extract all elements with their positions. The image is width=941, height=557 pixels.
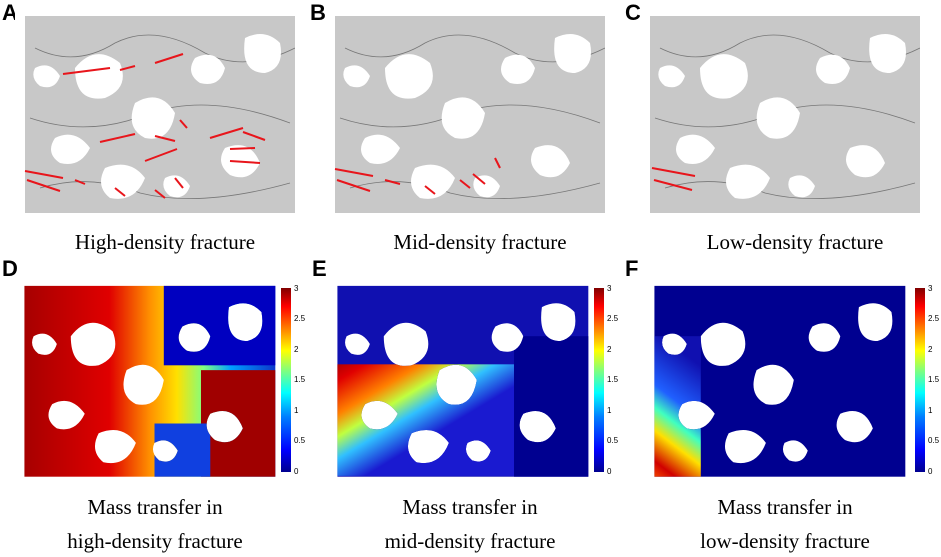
colorbar xyxy=(281,288,291,472)
colorbar-tick: 1.5 xyxy=(607,375,619,384)
colorbar-tick: 3 xyxy=(928,284,933,293)
caption-line1: Mass transfer in xyxy=(717,495,853,519)
panel-letter: F xyxy=(625,256,639,281)
colorbar-tick: 1.5 xyxy=(928,375,940,384)
colorbar-tick: 0.5 xyxy=(294,436,306,445)
caption-line1: Mass transfer in xyxy=(87,495,223,519)
fracture-lines xyxy=(651,167,696,191)
rock-image-mid-density xyxy=(325,8,615,213)
rock-image-low-density xyxy=(640,8,930,213)
colorbar-tick: 3 xyxy=(607,284,612,293)
panel-letter: D xyxy=(2,256,18,281)
panel-letter: C xyxy=(625,0,641,25)
concentration-field-mid-density xyxy=(337,285,589,477)
colorbar-tick: 1 xyxy=(928,406,933,415)
panel-letter: E xyxy=(312,256,327,281)
colorbar-tick: 2.5 xyxy=(294,314,306,323)
colorbar xyxy=(915,288,925,472)
colorbar-tick: 2 xyxy=(928,345,933,354)
caption-line2: high-density fracture xyxy=(67,529,243,553)
caption-line2: low-density fracture xyxy=(700,529,870,553)
concentration-field-low-density xyxy=(654,285,906,477)
rock-image-high-density xyxy=(15,8,305,213)
colorbar-tick: 1 xyxy=(607,406,612,415)
colorbar-tick: 0 xyxy=(928,467,933,476)
panel-letter: A xyxy=(2,0,18,25)
fracture-lines xyxy=(24,53,266,199)
colorbar-tick: 3 xyxy=(294,284,299,293)
caption-line1: Mass transfer in xyxy=(402,495,538,519)
colorbar-tick: 0.5 xyxy=(928,436,940,445)
caption: Mid-density fracture xyxy=(393,230,567,254)
fracture-lines xyxy=(334,157,501,195)
colorbar-tick: 0 xyxy=(294,467,299,476)
panel-letter: B xyxy=(310,0,326,25)
caption: Low-density fracture xyxy=(706,230,884,254)
colorbar-tick: 1.5 xyxy=(294,375,306,384)
colorbar-tick: 2.5 xyxy=(607,314,619,323)
caption: High-density fracture xyxy=(74,230,256,254)
colorbar-tick: 2.5 xyxy=(928,314,940,323)
caption-line2: mid-density fracture xyxy=(384,529,556,553)
colorbar-tick: 0 xyxy=(607,467,612,476)
colorbar-tick: 1 xyxy=(294,406,299,415)
colorbar xyxy=(594,288,604,472)
colorbar-tick: 2 xyxy=(607,345,612,354)
concentration-field-high-density xyxy=(24,285,276,477)
colorbar-tick: 2 xyxy=(294,345,299,354)
colorbar-tick: 0.5 xyxy=(607,436,619,445)
